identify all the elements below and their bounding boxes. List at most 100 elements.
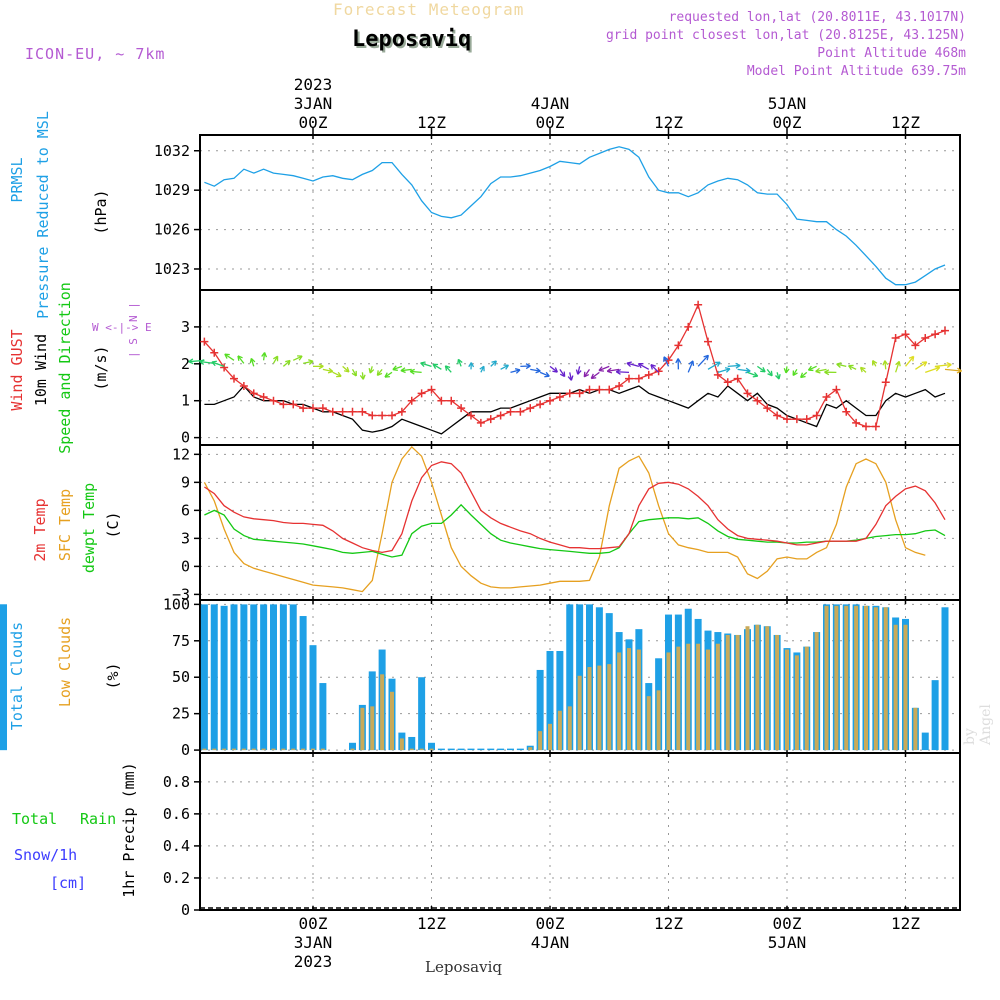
gust-marker bbox=[911, 341, 920, 350]
pressure-line bbox=[204, 146, 946, 286]
low-cloud-bar bbox=[429, 748, 434, 751]
gust-marker bbox=[941, 326, 949, 335]
low-cloud-bar bbox=[399, 738, 404, 751]
model-altitude: Model Point Altitude 639.75m bbox=[746, 64, 966, 79]
wind-direction-arrow bbox=[432, 363, 442, 370]
clouds-label-total: Total Clouds bbox=[8, 622, 26, 730]
low-cloud-bar bbox=[854, 605, 859, 751]
clouds-label-low: Low Clouds bbox=[56, 617, 74, 707]
gust-marker bbox=[526, 404, 535, 413]
wind-direction-arrow bbox=[616, 371, 630, 373]
bottom-axis-label: 12Z bbox=[417, 914, 446, 933]
low-cloud-bar bbox=[913, 707, 918, 751]
y-tick-label: 1032 bbox=[154, 142, 190, 160]
wind-arrow-head bbox=[724, 367, 731, 373]
wind-arrow-head bbox=[663, 356, 669, 362]
requested-lonlat: requested lon,lat (20.8011E, 43.1017N) bbox=[668, 10, 966, 25]
pressure-label-1: PRMSL bbox=[8, 157, 26, 202]
gust-marker bbox=[230, 374, 238, 383]
wind-arrow-head bbox=[285, 359, 291, 366]
wind-direction-arrow bbox=[559, 368, 566, 377]
y-tick-label: 12 bbox=[172, 445, 190, 463]
wind-direction-arrow bbox=[884, 360, 887, 370]
wind-direction-arrow bbox=[302, 360, 314, 364]
y-tick-label: 0.2 bbox=[163, 869, 190, 887]
wind-direction-arrow bbox=[707, 361, 721, 370]
wind-arrow-head bbox=[491, 360, 497, 366]
wind-direction-arrow bbox=[250, 358, 255, 367]
gust-marker bbox=[733, 374, 742, 383]
compass-n: N | bbox=[127, 302, 140, 322]
gust-marker bbox=[773, 411, 782, 420]
wind-direction-arrow bbox=[199, 360, 215, 364]
wind-arrow-head bbox=[559, 371, 566, 378]
wind-direction-arrow bbox=[500, 364, 509, 370]
wind-label-gust: Wind GUST bbox=[8, 329, 26, 410]
wind-arrow-head bbox=[859, 366, 866, 373]
wind-direction-arrow bbox=[925, 366, 940, 373]
low-cloud-bar bbox=[844, 605, 849, 751]
wind-direction-arrow bbox=[332, 371, 342, 377]
low-cloud-bar bbox=[864, 605, 868, 751]
low-cloud-bar bbox=[222, 748, 227, 751]
low-cloud-bar bbox=[873, 607, 878, 751]
top-axis-label: 12Z bbox=[417, 113, 446, 132]
wind-direction-arrow bbox=[944, 368, 962, 372]
gust-marker bbox=[210, 348, 219, 357]
wind-direction-arrow bbox=[727, 364, 741, 367]
gust-marker bbox=[753, 396, 762, 405]
low-cloud-bar bbox=[646, 696, 651, 751]
point-altitude: Point Altitude 468m bbox=[817, 46, 966, 61]
total-cloud-bar bbox=[349, 742, 356, 751]
wind-arrow-head bbox=[606, 367, 613, 374]
low-cloud-bar bbox=[725, 634, 730, 751]
wind-direction-arrow bbox=[904, 355, 915, 367]
gust-marker bbox=[812, 411, 821, 420]
y-tick-label: 0 bbox=[181, 741, 190, 759]
temp2m-line bbox=[204, 461, 946, 554]
total-cloud-bar bbox=[319, 683, 327, 751]
wind-arrow-head bbox=[336, 371, 342, 378]
gust-marker bbox=[644, 370, 653, 379]
gust-marker bbox=[634, 374, 643, 383]
bottom-axis-label: 4JAN bbox=[531, 933, 570, 952]
gust-marker bbox=[783, 415, 791, 424]
wind-direction-arrow bbox=[272, 355, 279, 364]
gust-marker bbox=[546, 396, 554, 405]
gust-marker bbox=[407, 396, 416, 405]
gust-marker bbox=[259, 393, 268, 402]
low-cloud-bar bbox=[538, 731, 543, 751]
wind-direction-arrow bbox=[598, 365, 610, 372]
wind-direction-arrow bbox=[895, 361, 900, 373]
total-cloud-bar bbox=[931, 680, 939, 751]
bottom-axis-label: 00Z bbox=[299, 914, 328, 933]
total-cloud-bar bbox=[566, 604, 574, 751]
wind-direction-arrow bbox=[400, 368, 412, 372]
gust-marker bbox=[318, 404, 327, 413]
wind-direction-arrow bbox=[935, 363, 952, 367]
wind-direction-arrow bbox=[808, 365, 817, 371]
wind-arrow-head bbox=[650, 364, 656, 370]
low-cloud-bar bbox=[834, 605, 839, 751]
wind-arrow-head bbox=[956, 367, 962, 374]
precip-unit: 1hr Precip (mm) bbox=[120, 762, 138, 897]
temp-label-dewpt: dewpt Temp bbox=[80, 483, 98, 573]
wind-arrow-head bbox=[432, 363, 439, 369]
precip-label-rain: Rain bbox=[80, 810, 116, 828]
wind-direction-arrow bbox=[915, 361, 928, 370]
total-cloud-bar bbox=[467, 748, 475, 751]
y-tick-label: 0.8 bbox=[163, 773, 190, 791]
gust-marker bbox=[427, 385, 436, 394]
gust-marker bbox=[763, 404, 772, 413]
bottom-axis-label: 00Z bbox=[773, 914, 802, 933]
gust-marker bbox=[239, 381, 248, 390]
pressure-label-2: Pressure Reduced to MSL bbox=[34, 111, 52, 319]
total-cloud-bar bbox=[447, 748, 455, 751]
low-cloud-bar bbox=[814, 632, 819, 751]
forecast-supertitle: Forecast Meteogram bbox=[333, 0, 525, 19]
low-cloud-bar bbox=[528, 747, 533, 751]
top-axis-label: 00Z bbox=[536, 113, 565, 132]
total-cloud-bar bbox=[260, 604, 268, 751]
low-cloud-bar bbox=[804, 646, 809, 751]
low-cloud-bar bbox=[745, 626, 750, 751]
